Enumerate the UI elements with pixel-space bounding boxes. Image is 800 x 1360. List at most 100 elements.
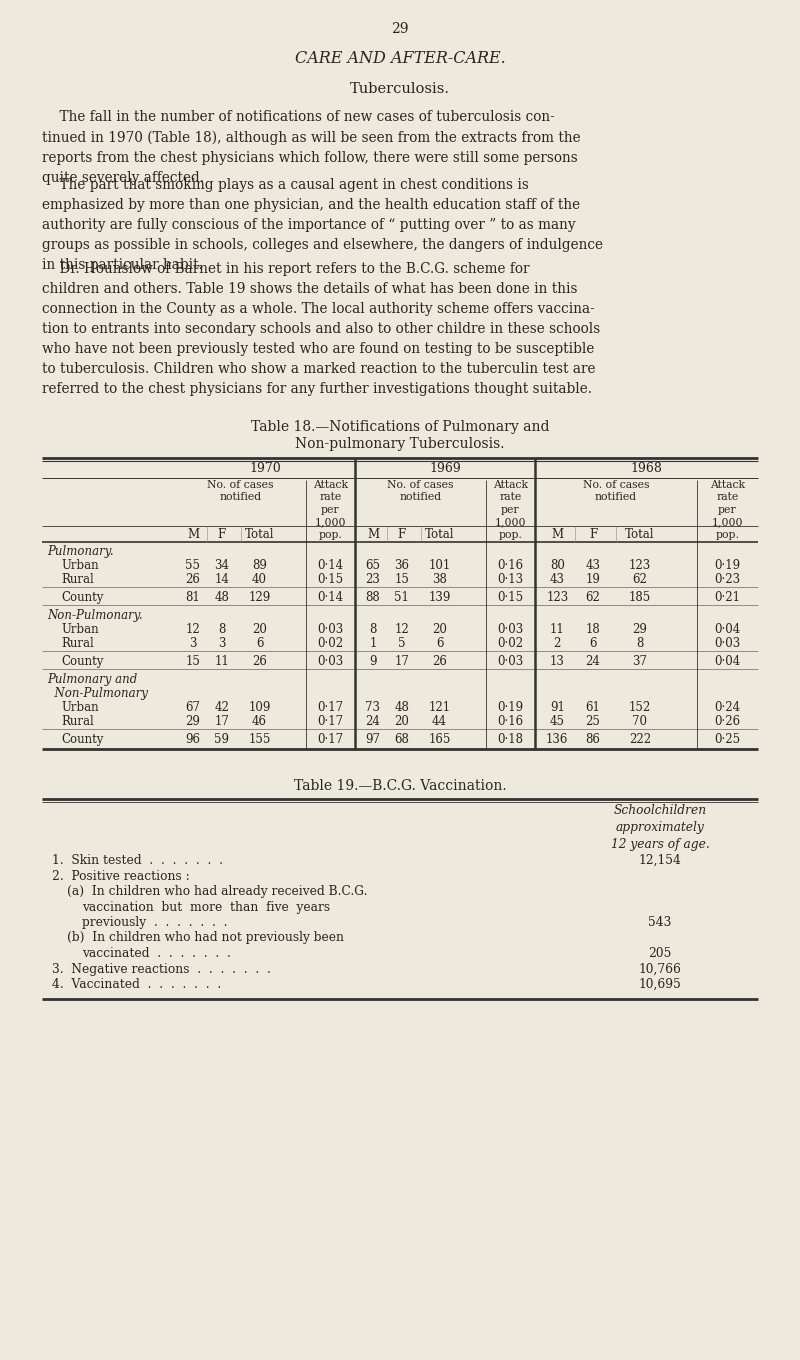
Text: 0·02: 0·02 — [497, 636, 523, 650]
Text: 36: 36 — [394, 559, 410, 573]
Text: (a)  In children who had already received B.C.G.: (a) In children who had already received… — [67, 885, 367, 898]
Text: 62: 62 — [586, 592, 601, 604]
Text: 0·04: 0·04 — [714, 623, 741, 636]
Text: Total: Total — [425, 528, 454, 541]
Text: Non-Pulmonary: Non-Pulmonary — [47, 687, 148, 700]
Text: 86: 86 — [586, 733, 601, 747]
Text: 48: 48 — [214, 592, 230, 604]
Text: No. of cases
notified: No. of cases notified — [387, 480, 454, 502]
Text: F: F — [218, 528, 226, 541]
Text: 70: 70 — [632, 715, 647, 728]
Text: 165: 165 — [429, 733, 450, 747]
Text: 59: 59 — [214, 733, 230, 747]
Text: 0·16: 0·16 — [497, 715, 523, 728]
Text: 10,766: 10,766 — [638, 963, 682, 975]
Text: 5: 5 — [398, 636, 406, 650]
Text: 1: 1 — [370, 636, 377, 650]
Text: 0·16: 0·16 — [497, 559, 523, 573]
Text: 80: 80 — [550, 559, 565, 573]
Text: 0·21: 0·21 — [714, 592, 740, 604]
Text: 0·04: 0·04 — [714, 656, 741, 668]
Text: 155: 155 — [249, 733, 270, 747]
Text: 139: 139 — [429, 592, 450, 604]
Text: Table 19.—B.C.G. Vaccination.: Table 19.—B.C.G. Vaccination. — [294, 779, 506, 793]
Text: 24: 24 — [366, 715, 381, 728]
Text: 0·17: 0·17 — [317, 733, 343, 747]
Text: 96: 96 — [186, 733, 201, 747]
Text: 18: 18 — [586, 623, 600, 636]
Text: 20: 20 — [432, 623, 447, 636]
Text: 3: 3 — [190, 636, 197, 650]
Text: 81: 81 — [186, 592, 200, 604]
Text: vaccinated  .  .  .  .  .  .  .: vaccinated . . . . . . . — [82, 947, 231, 960]
Text: 43: 43 — [550, 573, 565, 586]
Text: Rural: Rural — [61, 573, 94, 586]
Text: 12,154: 12,154 — [638, 854, 682, 868]
Text: 123: 123 — [629, 559, 651, 573]
Text: The part that smoking plays as a causal agent in chest conditions is
emphasized : The part that smoking plays as a causal … — [42, 178, 603, 272]
Text: 123: 123 — [546, 592, 569, 604]
Text: Urban: Urban — [61, 559, 98, 573]
Text: 0·03: 0·03 — [714, 636, 741, 650]
Text: 0·18: 0·18 — [498, 733, 523, 747]
Text: 68: 68 — [394, 733, 410, 747]
Text: 152: 152 — [629, 700, 651, 714]
Text: 42: 42 — [214, 700, 230, 714]
Text: 15: 15 — [186, 656, 201, 668]
Text: 19: 19 — [586, 573, 601, 586]
Text: 1969: 1969 — [429, 462, 461, 475]
Text: Rural: Rural — [61, 715, 94, 728]
Text: 48: 48 — [394, 700, 410, 714]
Text: 0·19: 0·19 — [497, 700, 523, 714]
Text: Attack
rate
per
1,000
pop.: Attack rate per 1,000 pop. — [710, 480, 745, 540]
Text: 15: 15 — [394, 573, 410, 586]
Text: 23: 23 — [366, 573, 381, 586]
Text: 185: 185 — [629, 592, 651, 604]
Text: 0·03: 0·03 — [317, 623, 343, 636]
Text: Pulmonary.: Pulmonary. — [47, 545, 114, 558]
Text: Attack
rate
per
1,000
pop.: Attack rate per 1,000 pop. — [493, 480, 528, 540]
Text: 11: 11 — [214, 656, 229, 668]
Text: 8: 8 — [218, 623, 226, 636]
Text: 0·13: 0·13 — [497, 573, 523, 586]
Text: (b)  In children who had not previously been: (b) In children who had not previously b… — [67, 932, 344, 944]
Text: The fall in the number of notifications of new cases of tuberculosis con-
tinued: The fall in the number of notifications … — [42, 110, 581, 185]
Text: 0·19: 0·19 — [714, 559, 741, 573]
Text: 0·23: 0·23 — [714, 573, 741, 586]
Text: 73: 73 — [366, 700, 381, 714]
Text: No. of cases
notified: No. of cases notified — [582, 480, 649, 502]
Text: 24: 24 — [586, 656, 601, 668]
Text: 0·02: 0·02 — [317, 636, 343, 650]
Text: 543: 543 — [648, 917, 672, 929]
Text: 1.  Skin tested  .  .  .  .  .  .  .: 1. Skin tested . . . . . . . — [52, 854, 223, 868]
Text: 38: 38 — [432, 573, 447, 586]
Text: No. of cases
notified: No. of cases notified — [207, 480, 274, 502]
Text: 0·15: 0·15 — [497, 592, 523, 604]
Text: 55: 55 — [186, 559, 201, 573]
Text: 0·17: 0·17 — [317, 715, 343, 728]
Text: 44: 44 — [432, 715, 447, 728]
Text: 2.  Positive reactions :: 2. Positive reactions : — [52, 869, 190, 883]
Text: 9: 9 — [370, 656, 377, 668]
Text: 6: 6 — [436, 636, 443, 650]
Text: 205: 205 — [648, 947, 672, 960]
Text: 20: 20 — [394, 715, 410, 728]
Text: Schoolchildren
approximately
12 years of age.: Schoolchildren approximately 12 years of… — [610, 804, 710, 851]
Text: 3: 3 — [218, 636, 226, 650]
Text: Table 18.—Notifications of Pulmonary and: Table 18.—Notifications of Pulmonary and — [250, 420, 550, 434]
Text: 1968: 1968 — [630, 462, 662, 475]
Text: 88: 88 — [366, 592, 380, 604]
Text: F: F — [589, 528, 597, 541]
Text: 46: 46 — [252, 715, 267, 728]
Text: M: M — [551, 528, 563, 541]
Text: 29: 29 — [186, 715, 201, 728]
Text: 121: 121 — [429, 700, 450, 714]
Text: Urban: Urban — [61, 623, 98, 636]
Text: 65: 65 — [366, 559, 381, 573]
Text: 8: 8 — [636, 636, 643, 650]
Text: 45: 45 — [550, 715, 565, 728]
Text: County: County — [61, 733, 103, 747]
Text: 34: 34 — [214, 559, 230, 573]
Text: Total: Total — [625, 528, 654, 541]
Text: 0·15: 0·15 — [317, 573, 343, 586]
